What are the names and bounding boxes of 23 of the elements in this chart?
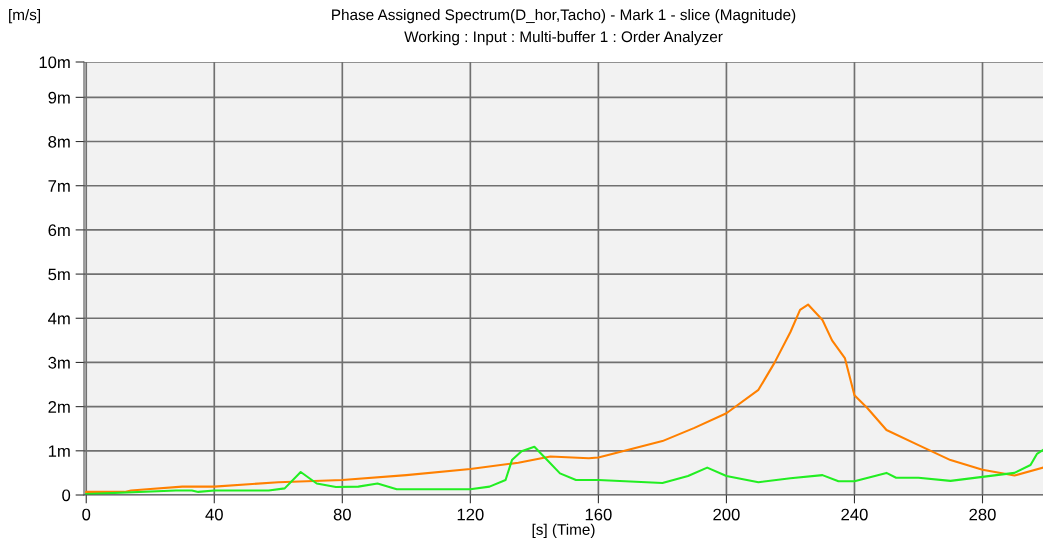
y-tick-label: 0 <box>62 489 71 502</box>
y-tick-label: 5m <box>48 268 70 281</box>
y-tick-label: 7m <box>48 180 70 192</box>
x-tick-label: 80 <box>333 508 351 521</box>
x-tick-label: 160 <box>585 508 612 521</box>
y-tick-label: 10m <box>39 56 70 69</box>
x-axis-title: [s] (Time) <box>532 523 595 538</box>
chart-title: Phase Assigned Spectrum(D_hor,Tacho) - Mark 1 - slice (Magnitude) <box>332 8 796 24</box>
y-tick-label: 8m <box>48 135 70 148</box>
y-tick-label: 1m <box>48 445 70 457</box>
x-tick-label: 40 <box>205 508 223 521</box>
y-tick-label: 9m <box>48 91 70 104</box>
y-axis-title: [m/s] <box>9 8 41 24</box>
y-tick-label: 6m <box>48 224 70 237</box>
y-tick-label: 4m <box>48 312 70 325</box>
y-tick-label: 2m <box>48 401 70 413</box>
x-tick-label: 240 <box>841 508 868 521</box>
x-tick-label: 0 <box>82 508 91 521</box>
x-tick-label: 280 <box>969 508 996 521</box>
x-tick-label: 120 <box>457 508 484 521</box>
chart-subtitle: Working : Input : Multi-buffer 1 : Order Analyzer <box>404 30 723 46</box>
y-tick-label: 3m <box>48 356 70 369</box>
x-tick-label: 200 <box>713 508 740 521</box>
